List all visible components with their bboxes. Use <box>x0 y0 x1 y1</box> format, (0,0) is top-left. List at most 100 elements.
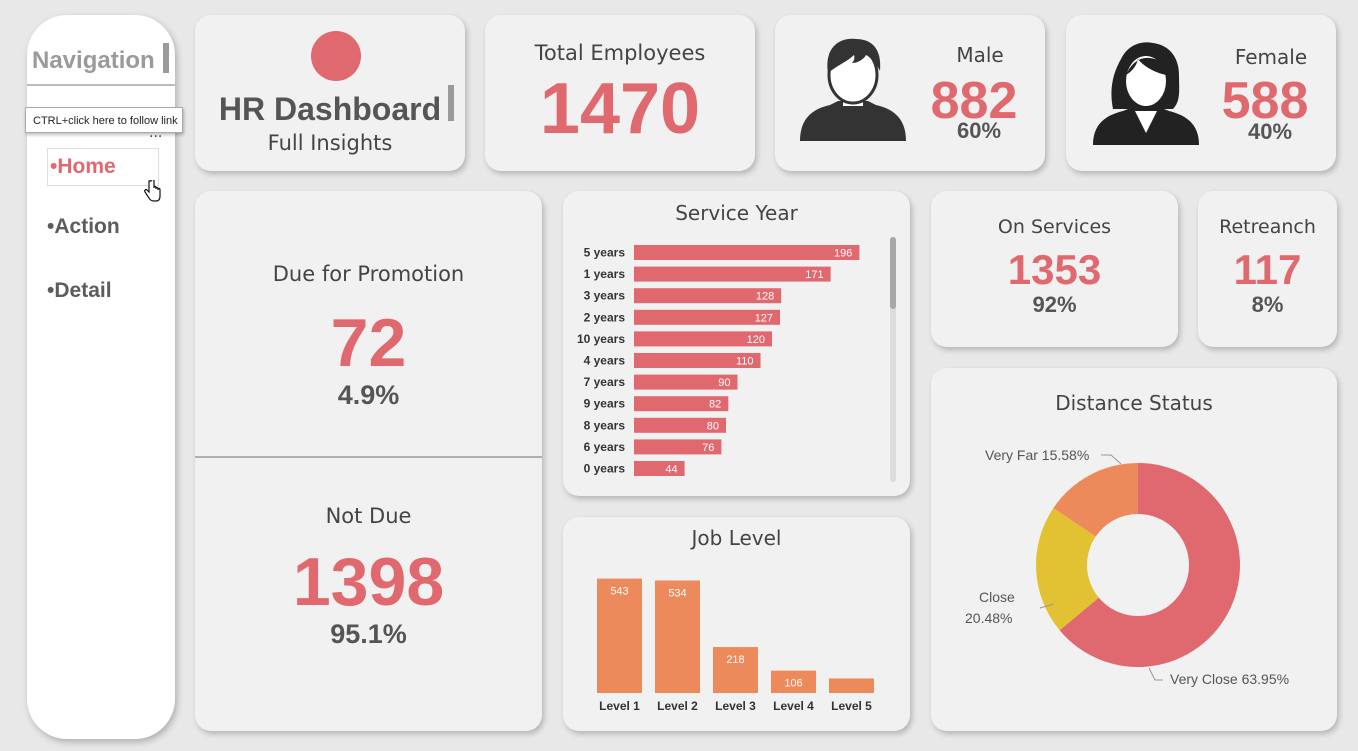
male-label: Male <box>956 43 1004 67</box>
service-year-tick-label: 2 years <box>584 310 626 324</box>
service-year-bar[interactable] <box>634 439 722 455</box>
close-label-line1: Close <box>979 589 1015 605</box>
service-year-data-label: 171 <box>805 269 823 281</box>
retreanch-card: Retreanch 117 8% <box>1198 191 1337 347</box>
service-year-bar[interactable] <box>634 396 729 412</box>
job-level-data-label: 218 <box>726 654 744 666</box>
service-year-card: Service Year 5 years 196 1 years 171 3 years… <box>563 191 910 496</box>
male-value: 882 <box>930 72 1018 130</box>
very-far-label: Very Far 15.58% <box>985 447 1089 463</box>
dashboard-subtitle: Full Insights <box>267 131 393 155</box>
job-level-tick-label: Level 2 <box>657 699 698 713</box>
service-year-tick-label: 1 years <box>584 267 626 281</box>
service-year-tick-label: 8 years <box>584 418 626 432</box>
male-avatar-icon <box>800 38 906 141</box>
service-year-bar[interactable] <box>634 353 761 368</box>
title-bar <box>448 85 454 121</box>
slice-leader-line <box>1148 667 1163 681</box>
due-promotion-value: 72 <box>330 305 407 381</box>
service-year-tick-label: 7 years <box>584 375 626 389</box>
job-level-bar[interactable] <box>771 670 816 693</box>
service-year-bar[interactable] <box>634 266 831 282</box>
service-year-bar[interactable] <box>634 417 726 433</box>
header-card: HR Dashboard Full Insights <box>195 15 465 171</box>
not-due-value: 1398 <box>292 544 445 620</box>
distance-status-chart: Very Far 15.58% Close 20.48% Very Close … <box>965 447 1289 687</box>
service-year-tick-label: 3 years <box>584 289 626 303</box>
job-level-data-label: 106 <box>784 678 802 690</box>
service-year-data-label: 196 <box>834 248 852 260</box>
service-year-data-label: 82 <box>709 399 721 411</box>
job-level-bar[interactable] <box>597 578 642 693</box>
service-year-bar[interactable] <box>634 461 685 476</box>
on-services-card: On Services 1353 92% <box>931 191 1178 347</box>
due-promotion-label: Due for Promotion <box>272 262 465 286</box>
total-employees-card: Total Employees 1470 <box>485 15 755 171</box>
distance-slice-close[interactable] <box>1036 508 1099 631</box>
job-level-card: Job Level 543 Level 1 534 Level 2 218 Level 3… <box>563 517 910 731</box>
female-value: 588 <box>1221 72 1309 130</box>
distance-status-title: Distance Status <box>1055 391 1213 415</box>
job-level-title: Job Level <box>691 526 782 550</box>
job-level-bar[interactable] <box>655 580 700 693</box>
service-year-tick-label: 4 years <box>584 354 626 368</box>
service-year-tick-label: 6 years <box>584 440 626 454</box>
promotion-card: Due for Promotion 72 4.9% Not Due 1398 9… <box>195 191 542 731</box>
service-year-bar[interactable] <box>634 288 782 304</box>
service-year-data-label: 128 <box>756 291 774 303</box>
service-year-bar[interactable] <box>634 245 860 260</box>
nav-title: Navigation <box>32 47 155 74</box>
service-year-data-label: 44 <box>665 464 677 476</box>
job-level-data-label: 543 <box>610 586 628 598</box>
not-due-label: Not Due <box>325 504 412 528</box>
slice-leader-line <box>1101 454 1122 465</box>
distance-status-card: Distance Status Very Far 15.58% Close 20… <box>931 368 1337 731</box>
service-year-data-label: 90 <box>718 377 730 389</box>
female-card: Female 588 40% <box>1066 15 1336 171</box>
job-level-tick-label: Level 1 <box>599 699 640 713</box>
female-percent: 40% <box>1247 119 1293 144</box>
service-year-title: Service Year <box>675 201 798 225</box>
hand-cursor-icon <box>144 180 161 202</box>
service-year-data-label: 127 <box>755 312 773 324</box>
on-services-percent: 92% <box>1032 292 1077 317</box>
service-year-bar[interactable] <box>634 309 781 325</box>
on-services-value: 1353 <box>1007 246 1102 293</box>
job-level-bar[interactable] <box>713 647 758 693</box>
retreanch-label: Retreanch <box>1219 216 1316 238</box>
nav-item-detail[interactable]: •Detail <box>47 279 112 302</box>
logo-circle <box>311 31 361 81</box>
male-percent: 60% <box>956 118 1002 143</box>
female-label: Female <box>1234 45 1308 69</box>
service-year-tick-label: 0 years <box>584 462 626 476</box>
service-year-data-label: 80 <box>707 420 719 432</box>
nav-item-home[interactable]: •Home <box>47 148 159 186</box>
nav-divider <box>27 84 175 86</box>
total-employees-value: 1470 <box>539 69 701 149</box>
slice-leader-line <box>1039 603 1055 609</box>
very-close-label: Very Close 63.95% <box>1170 671 1289 687</box>
job-level-data-label: 534 <box>668 587 686 599</box>
service-year-tick-label: 5 years <box>584 246 626 260</box>
due-promotion-percent: 4.9% <box>337 380 400 410</box>
navigation-panel: Navigation ... •Home •Action •Detail <box>27 15 175 739</box>
retreanch-percent: 8% <box>1251 292 1284 317</box>
job-level-bar[interactable] <box>829 678 874 693</box>
scrollbar-thumb[interactable] <box>890 237 896 309</box>
job-level-tick-label: Level 5 <box>831 699 872 713</box>
male-card: Male 882 60% <box>775 15 1045 171</box>
female-avatar-icon <box>1093 42 1199 145</box>
nav-item-action[interactable]: •Action <box>47 215 120 238</box>
service-year-scrollbar[interactable] <box>890 237 896 482</box>
service-year-data-label: 76 <box>702 442 714 454</box>
promotion-divider <box>195 456 542 458</box>
job-level-chart: 543 Level 1 534 Level 2 218 Level 3 106 Level 4… <box>597 578 874 713</box>
distance-slice-very-far[interactable] <box>1053 463 1138 537</box>
dashboard-title: HR Dashboard <box>218 91 442 127</box>
service-year-bar[interactable] <box>634 331 772 347</box>
distance-slice-very-close[interactable] <box>1059 463 1240 667</box>
not-due-percent: 95.1% <box>330 619 407 649</box>
service-year-data-label: 120 <box>747 334 765 346</box>
service-year-tick-label: 9 years <box>584 397 626 411</box>
service-year-bar[interactable] <box>634 374 738 390</box>
